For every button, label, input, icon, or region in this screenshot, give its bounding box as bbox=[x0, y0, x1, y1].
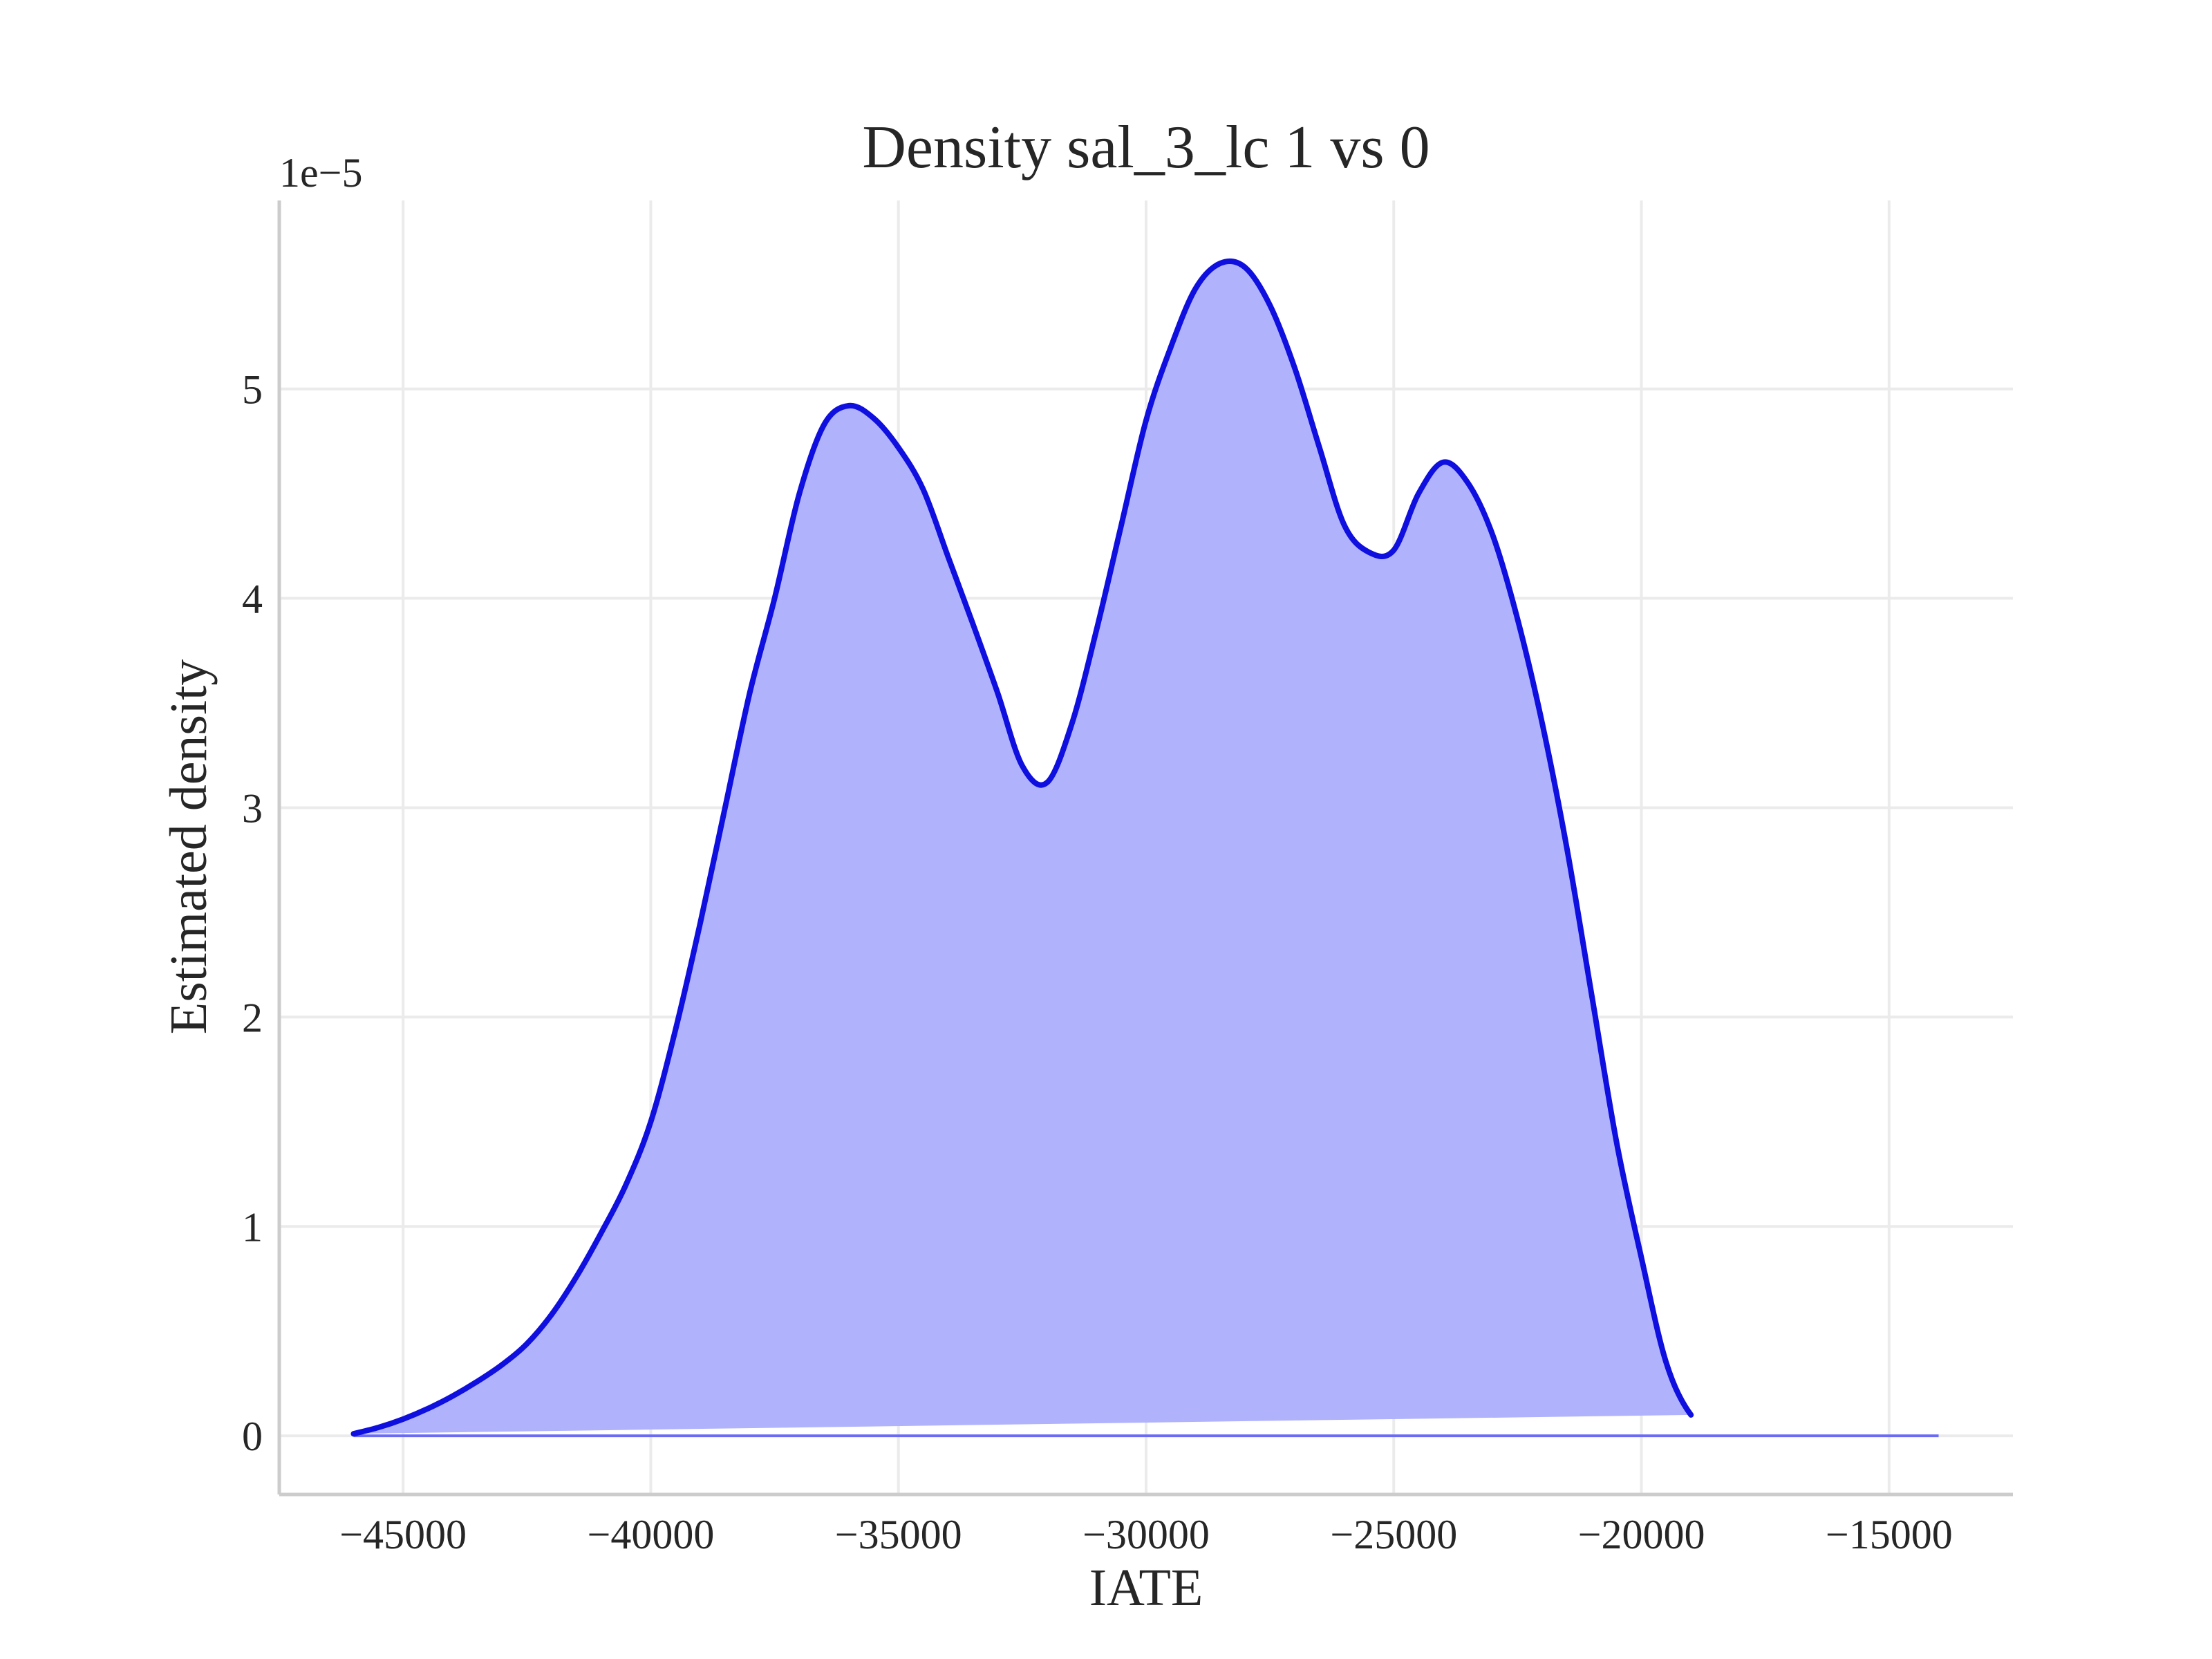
y-tick-label: 5 bbox=[242, 367, 263, 413]
density-area-fill bbox=[353, 261, 1691, 1434]
y-tick-label: 3 bbox=[242, 785, 263, 831]
x-tick-label: −40000 bbox=[588, 1512, 715, 1557]
density-curve-line bbox=[350, 258, 1694, 1437]
y-tick-label: 0 bbox=[242, 1414, 263, 1459]
x-tick-label: −20000 bbox=[1578, 1512, 1705, 1557]
x-tick-label: −30000 bbox=[1082, 1512, 1210, 1557]
y-tick-labels: 0 1 2 3 4 5 bbox=[242, 367, 263, 1460]
axis-spines bbox=[277, 200, 2013, 1497]
x-tick-label: −35000 bbox=[835, 1512, 962, 1557]
x-axis-label: IATE bbox=[1089, 1559, 1203, 1617]
y-tick-label: 2 bbox=[242, 995, 263, 1040]
x-tick-label: −25000 bbox=[1330, 1512, 1457, 1557]
x-tick-label: −45000 bbox=[339, 1512, 467, 1557]
y-tick-label: 1 bbox=[242, 1204, 263, 1250]
y-axis-offset-label: 1e−5 bbox=[279, 150, 362, 196]
y-axis-label: Estimated density bbox=[160, 659, 218, 1034]
plot-area bbox=[350, 258, 1939, 1438]
chart-title: Density sal_3_lc 1 vs 0 bbox=[862, 114, 1430, 181]
x-tick-labels: −45000 −40000 −35000 −30000 −25000 −20000 −150… bbox=[339, 1512, 1953, 1557]
y-tick-label: 4 bbox=[242, 577, 263, 622]
x-tick-label: −15000 bbox=[1826, 1512, 1953, 1557]
